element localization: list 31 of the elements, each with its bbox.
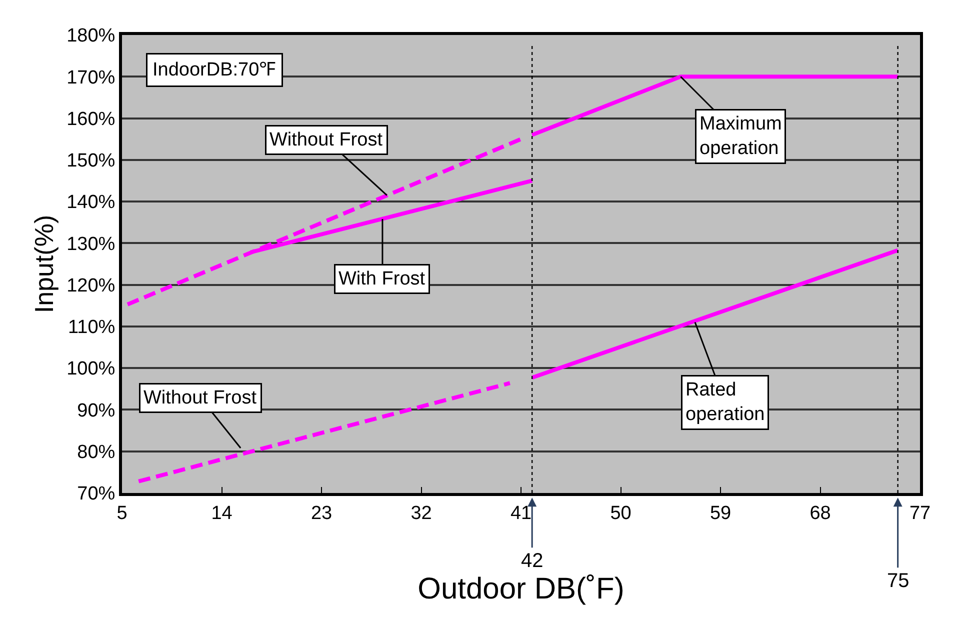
y-tick-label: 80% [77,442,116,464]
y-tick-label: 110% [68,317,116,338]
x-axis-title: Outdoor DB(˚F) [418,572,624,606]
annotation: Without Frost [144,388,258,408]
x-tick-label: 41 [510,502,532,524]
y-tick-label: 120% [66,275,116,296]
y-tick-label: 170% [66,67,116,88]
y-tick-label: 160% [66,108,116,130]
annotation: Maximum operation [700,114,782,160]
y-tick-label: 100% [66,358,116,380]
annotation: Rated operation [686,380,765,426]
x-tick-label: 14 [211,502,233,524]
annotation: With Frost [338,268,426,290]
x-tick-label: 5 [116,502,128,524]
ref-line-label: 75 [887,570,910,592]
x-tick-label: 50 [610,502,632,524]
y-tick-label: 180% [66,26,116,47]
ref-line-label: 42 [521,550,544,572]
y-axis-title: Input(%) [28,214,59,314]
annotation: IndoorDB:70℉ [152,60,276,80]
y-tick-label: 150% [66,150,116,172]
y-tick-label: 140% [66,192,116,214]
y-tick-label: 70% [77,484,116,505]
x-tick-label: 32 [410,502,432,524]
y-tick-label: 90% [77,400,116,422]
annotation: Without Frost [270,130,384,150]
x-tick-label: 77 [909,502,931,524]
y-tick-label: 130% [66,234,116,255]
x-tick-label: 68 [810,502,831,524]
x-tick-label: 23 [310,502,332,524]
x-tick-label: 59 [710,502,732,524]
